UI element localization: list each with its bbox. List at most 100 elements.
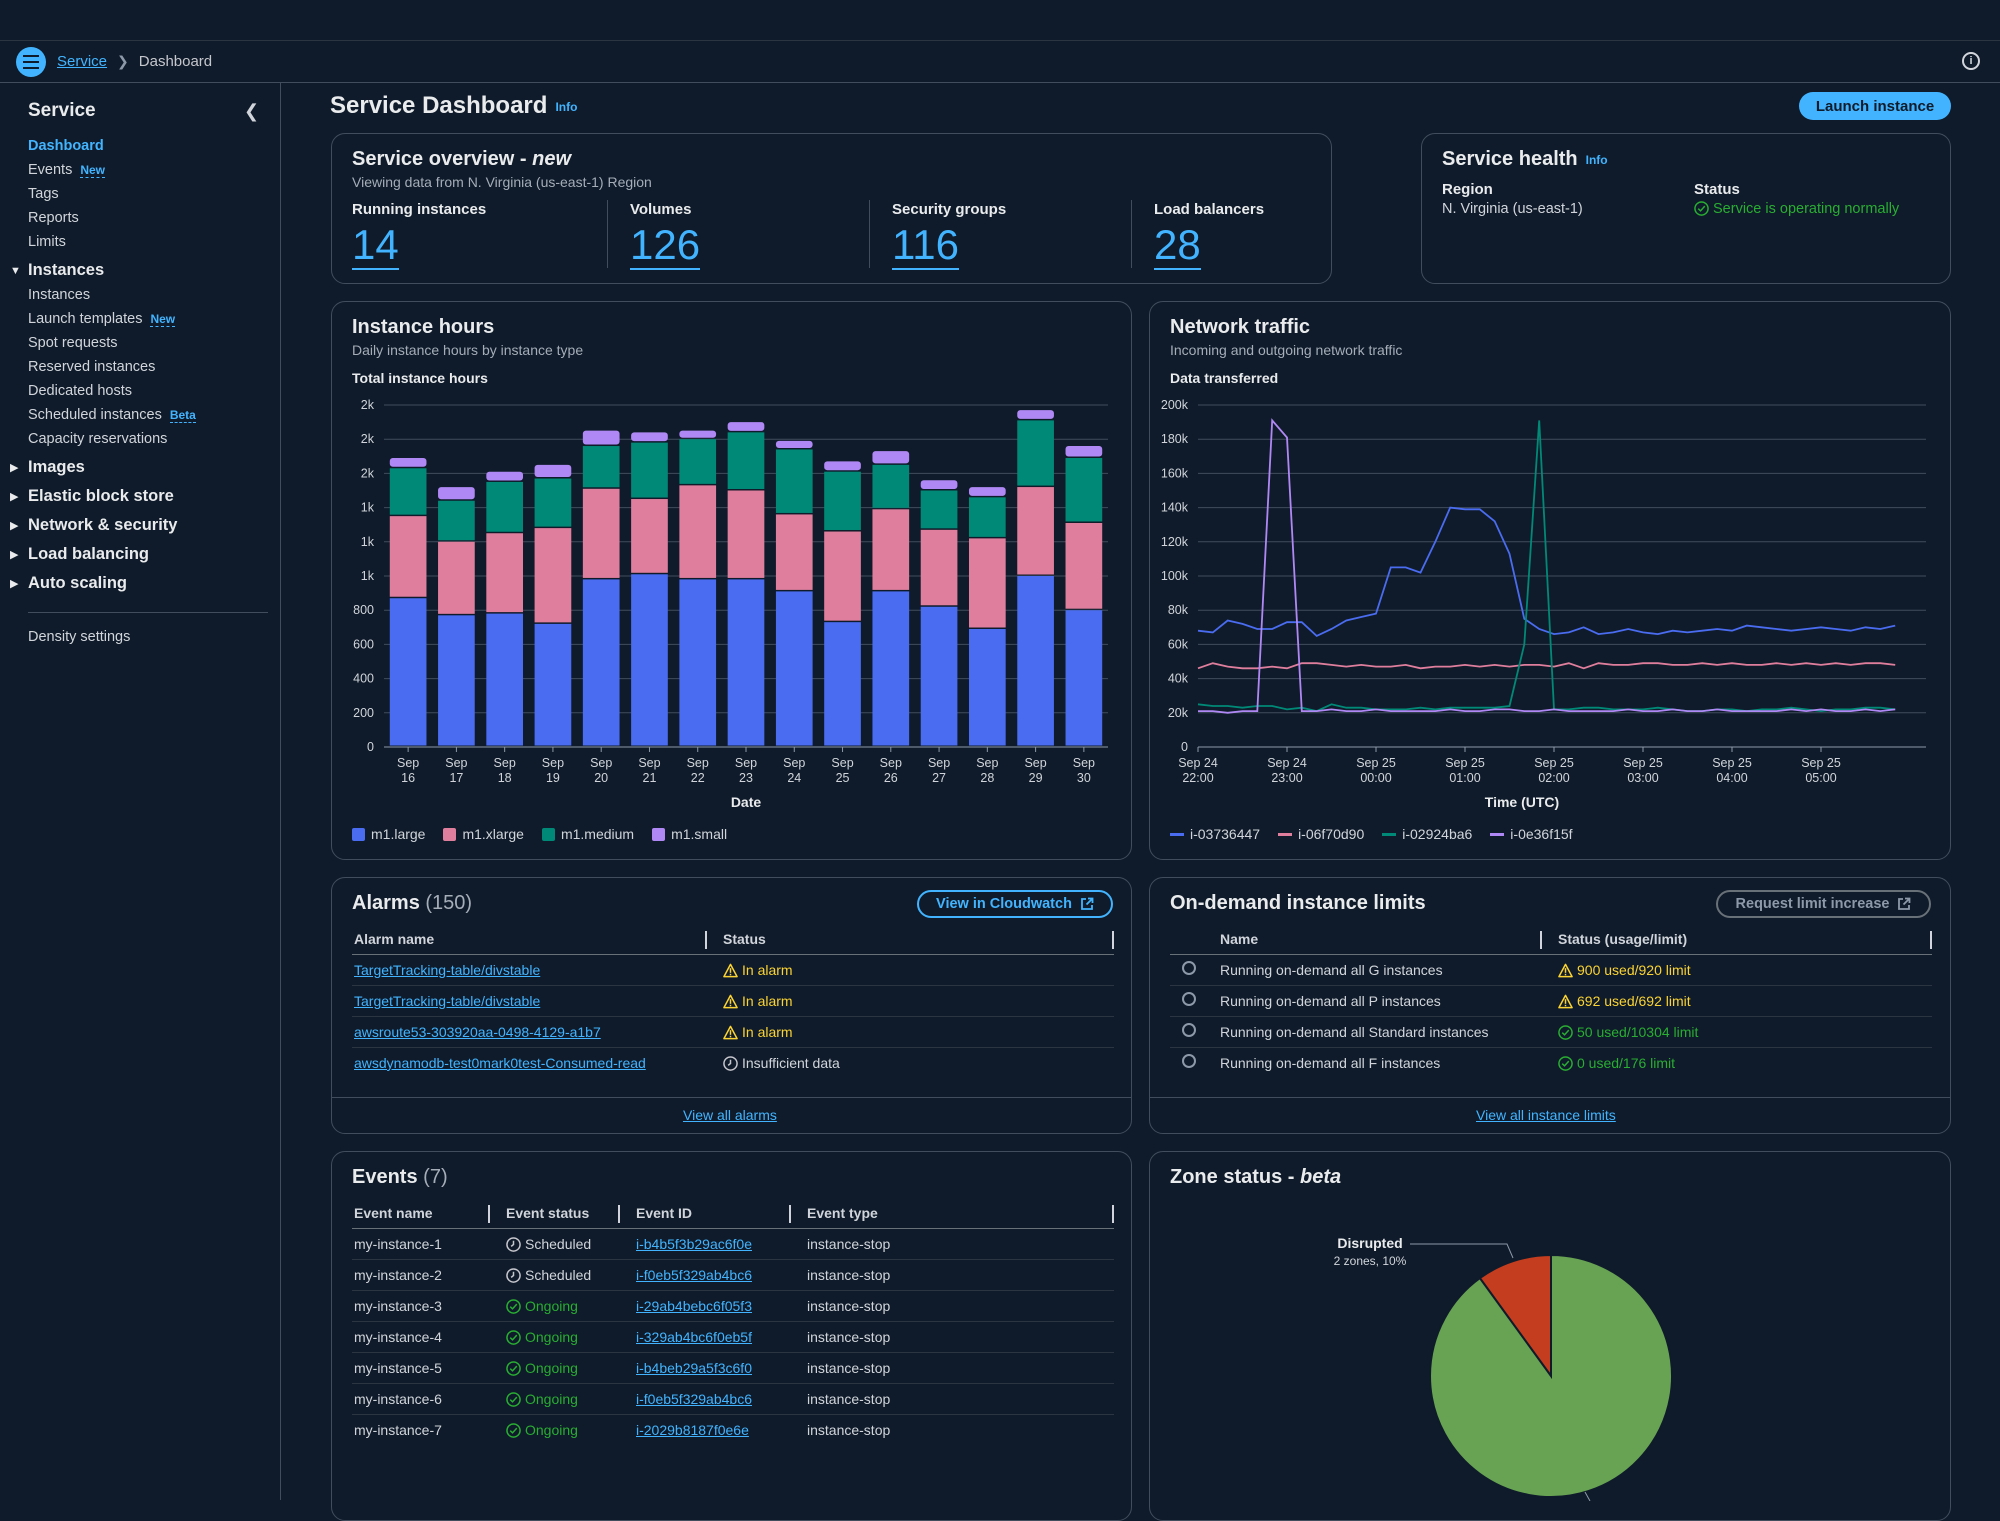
x-tick-label: 05:00	[1805, 771, 1836, 785]
sidebar-group-label: Elastic block store	[28, 487, 174, 505]
sidebar-item-reports[interactable]: Reports	[28, 210, 79, 226]
sidebar-item-reserved-instances[interactable]: Reserved instances	[28, 359, 155, 375]
status-text: In alarm	[742, 961, 793, 978]
column-resizer[interactable]	[705, 931, 707, 949]
table-row[interactable]: Running on-demand all Standard instances…	[1170, 1016, 1932, 1048]
request-limit-increase-button[interactable]: Request limit increase	[1716, 890, 1931, 918]
x-tick-label: Sep 25	[1534, 756, 1574, 770]
column-header-event-id[interactable]: Event ID	[620, 1198, 791, 1229]
sidebar-title[interactable]: Service	[28, 100, 96, 121]
alarm-name-link[interactable]: TargetTracking-table/divstable	[354, 992, 541, 1009]
sidebar-item-capacity-reservations[interactable]: Capacity reservations	[28, 431, 167, 447]
sidebar-group-label: Load balancing	[28, 545, 150, 563]
instance-hours-subtitle: Daily instance hours by instance type	[352, 342, 584, 358]
legend-item[interactable]: i-06f70d90	[1278, 826, 1364, 842]
sidebar-item-limits[interactable]: Limits	[28, 234, 66, 250]
launch-instance-button[interactable]: Launch instance	[1799, 92, 1951, 120]
column-header-event-type[interactable]: Event type	[791, 1198, 1114, 1229]
bar-segment	[1065, 458, 1103, 522]
column-resizer[interactable]	[1540, 931, 1542, 949]
sidebar-item-spot-requests[interactable]: Spot requests	[28, 335, 117, 351]
sidebar-item-events[interactable]: Events New	[28, 162, 106, 178]
column-header-event-name[interactable]: Event name	[352, 1198, 490, 1229]
sidebar-group-instances[interactable]: ▼ Instances	[10, 261, 104, 280]
collapse-sidebar-icon[interactable]: ❮	[244, 101, 260, 121]
bar-segment	[486, 533, 524, 613]
column-resizer[interactable]	[789, 1205, 791, 1223]
view-all-instance-limits-link[interactable]: View all instance limits	[1476, 1107, 1616, 1123]
sidebar-item-launch-templates[interactable]: Launch templates New	[28, 311, 176, 327]
stat-volumes[interactable]: 126	[630, 221, 701, 270]
column-header-alarm-name[interactable]: Alarm name	[352, 924, 707, 955]
info-link[interactable]: Info	[555, 99, 578, 114]
menu-button[interactable]	[16, 47, 46, 77]
event-id-link[interactable]: i-329ab4bc6f0eb5f	[636, 1328, 752, 1345]
info-icon[interactable]: i	[1962, 52, 1980, 70]
bar-segment	[824, 531, 861, 621]
y-tick-label: 1k	[361, 569, 375, 583]
sidebar-group-load-balancing[interactable]: ▶ Load balancing	[10, 545, 149, 564]
row-radio-button[interactable]	[1182, 1023, 1196, 1037]
alarm-name-link[interactable]: awsroute53-303920aa-0498-4129-a1b7	[354, 1023, 601, 1040]
column-resizer[interactable]	[1112, 1205, 1114, 1223]
legend-label: m1.large	[371, 826, 426, 842]
stat-security-groups[interactable]: 116	[892, 221, 959, 270]
legend-item[interactable]: i-03736447	[1170, 826, 1260, 842]
stat-load-balancers[interactable]: 28	[1154, 221, 1201, 270]
region-value: N. Virginia (us-east-1)	[1442, 201, 1583, 217]
alarm-name-link[interactable]: TargetTracking-table/divstable	[354, 961, 541, 978]
sidebar-item-instances[interactable]: Instances	[28, 287, 90, 303]
column-header-name[interactable]: Name	[1218, 924, 1542, 955]
column-header-event-status[interactable]: Event status	[490, 1198, 620, 1229]
legend-item[interactable]: i-0e36f15f	[1490, 826, 1573, 842]
breadcrumb-service-link[interactable]: Service	[57, 53, 108, 70]
event-id-link[interactable]: i-f0eb5f329ab4bc6	[636, 1390, 752, 1407]
y-tick-label: 160k	[1161, 466, 1189, 480]
check-circle-icon	[1694, 201, 1709, 216]
event-id-link[interactable]: i-b4b5f3b29ac6f0e	[636, 1235, 752, 1252]
legend-item[interactable]: m1.medium	[541, 826, 634, 842]
event-id-link[interactable]: i-29ab4bebc6f05f3	[636, 1297, 752, 1314]
sidebar-item-tags[interactable]: Tags	[28, 186, 59, 202]
row-radio-button[interactable]	[1182, 961, 1196, 975]
sidebar-item-dedicated-hosts[interactable]: Dedicated hosts	[28, 383, 132, 399]
event-id-link[interactable]: i-b4beb29a5f3c6f0	[636, 1359, 752, 1376]
sidebar-group-network-security[interactable]: ▶ Network & security	[10, 516, 177, 535]
event-id-link[interactable]: i-2029b8187f0e6e	[636, 1421, 749, 1438]
view-all-alarms-link[interactable]: View all alarms	[683, 1107, 777, 1123]
series-line-i-03736447	[1197, 506, 1896, 637]
legend-item[interactable]: m1.large	[352, 826, 425, 842]
sidebar-item-density-settings[interactable]: Density settings	[28, 629, 130, 645]
event-type-cell: instance-stop	[791, 1383, 1114, 1415]
column-resizer[interactable]	[488, 1205, 490, 1223]
title-text: Alarms	[352, 892, 420, 914]
event-id-link[interactable]: i-f0eb5f329ab4bc6	[636, 1266, 752, 1283]
bar-segment	[631, 442, 668, 498]
column-header-status[interactable]: Status	[707, 924, 1114, 955]
info-link[interactable]: Info	[1585, 152, 1608, 167]
sidebar-item-scheduled-instances[interactable]: Scheduled instances Beta	[28, 407, 196, 423]
column-resizer[interactable]	[618, 1205, 620, 1223]
beta-badge: Beta	[169, 408, 196, 423]
stat-running-instances[interactable]: 14	[352, 221, 399, 270]
sidebar-group-images[interactable]: ▶ Images	[10, 458, 85, 477]
legend-item[interactable]: m1.small	[652, 826, 727, 842]
instance-limits-table: Name Status (usage/limit) Running on-dem…	[1170, 924, 1932, 1078]
row-radio-button[interactable]	[1182, 992, 1196, 1006]
column-resizer[interactable]	[1930, 931, 1932, 949]
sidebar-group-elastic-block-store[interactable]: ▶ Elastic block store	[10, 487, 174, 506]
view-in-cloudwatch-button[interactable]: View in Cloudwatch	[917, 890, 1113, 918]
row-radio-button[interactable]	[1182, 1054, 1196, 1069]
table-row[interactable]: Running on-demand all G instances 900 us…	[1170, 954, 1932, 986]
alarm-name-link[interactable]: awsdynamodb-test0mark0test-Consumed-read	[354, 1054, 646, 1071]
sidebar-group-auto-scaling[interactable]: ▶ Auto scaling	[10, 574, 127, 593]
column-header-status[interactable]: Status (usage/limit)	[1542, 924, 1932, 955]
y-tick-label: 140k	[1161, 501, 1189, 515]
sidebar-item-dashboard[interactable]: Dashboard	[28, 138, 104, 154]
legend-item[interactable]: m1.xlarge	[443, 826, 524, 842]
legend-item[interactable]: i-02924ba6	[1382, 826, 1472, 842]
table-row[interactable]: Running on-demand all P instances 692 us…	[1170, 985, 1932, 1017]
column-resizer[interactable]	[1112, 931, 1114, 949]
table-row[interactable]: Running on-demand all F instances 0 used…	[1170, 1047, 1932, 1078]
event-status-cell: Ongoing	[490, 1352, 620, 1384]
